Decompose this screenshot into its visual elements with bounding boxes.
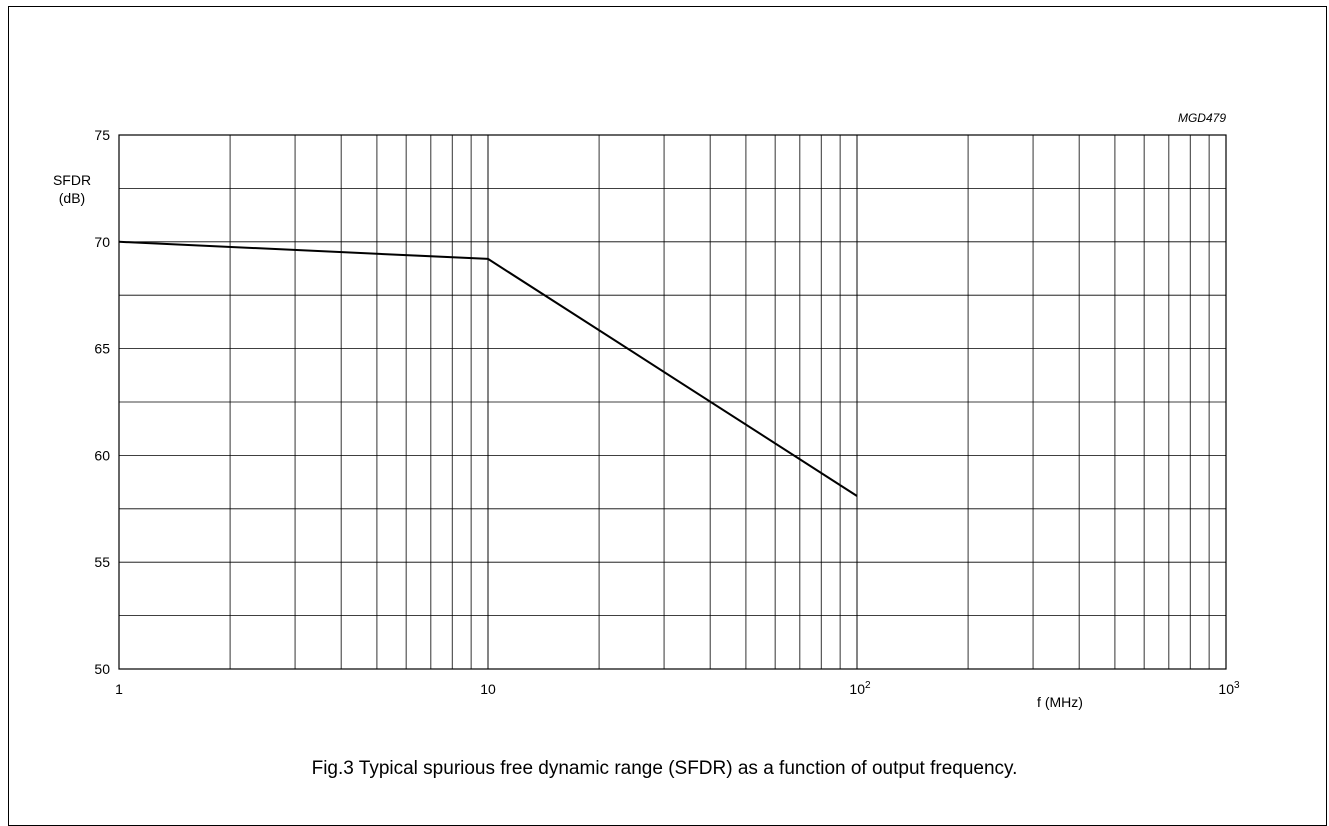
grid xyxy=(118,134,1227,670)
sfdr-series-line xyxy=(118,240,858,497)
x-tick-label: 102 xyxy=(849,680,871,697)
x-axis-label: f (MHz) xyxy=(1037,694,1083,710)
y-tick-label: 50 xyxy=(94,661,110,677)
figure-caption: Fig.3 Typical spurious free dynamic rang… xyxy=(311,758,1018,779)
x-tick-label: 1 xyxy=(115,681,123,697)
plot-border xyxy=(118,134,1227,670)
series-layer xyxy=(118,240,858,497)
y-tick-label: 65 xyxy=(94,341,110,357)
y-tick-label: 75 xyxy=(94,127,110,143)
y-axis-unit-label: (dB) xyxy=(59,190,85,206)
y-axis-label: SFDR xyxy=(53,172,91,188)
y-tick-label: 60 xyxy=(94,447,110,463)
figure-id: MGD479 xyxy=(1178,111,1226,125)
y-tick-label: 55 xyxy=(94,554,110,570)
y-tick-label: 70 xyxy=(94,234,110,250)
x-tick-label: 103 xyxy=(1218,680,1240,697)
x-tick-label: 10 xyxy=(480,681,496,697)
tick-labels: 50 55 60 65 70 75 1 10 102 103 xyxy=(94,127,1240,697)
